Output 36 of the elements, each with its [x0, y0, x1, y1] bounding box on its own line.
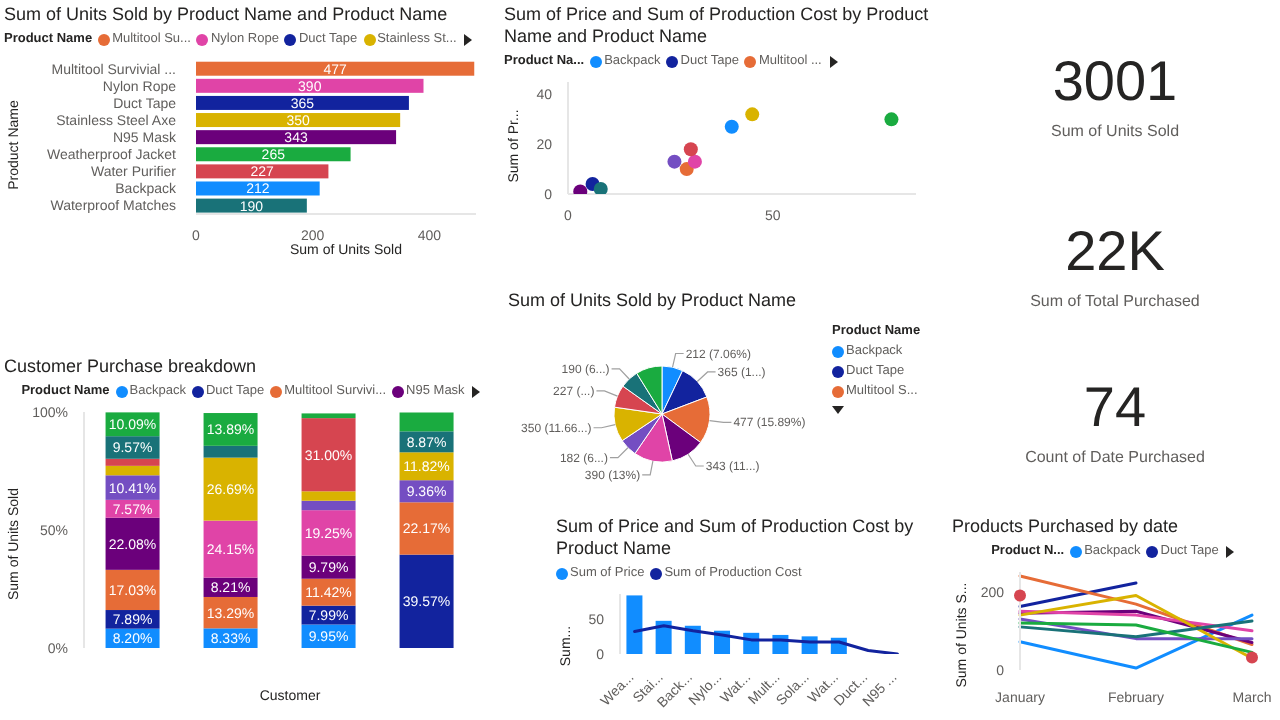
chart-title: Sum of Price and Sum of Production Cost by Product Name [556, 516, 916, 560]
bar [301, 418, 356, 492]
chart-title: Customer Purchase breakdown [4, 356, 259, 378]
bar [626, 595, 643, 654]
line-series [633, 624, 899, 654]
chart-title: Sum of Price and Sum of Production Cost by Product Name and Product Name [504, 4, 931, 48]
bar [655, 620, 672, 654]
bar [399, 502, 454, 555]
chart-title: Sum of Units Sold by Product Name [508, 290, 799, 312]
point [687, 154, 702, 169]
bar [399, 554, 454, 648]
point [884, 112, 899, 127]
point [593, 182, 608, 194]
bar [105, 465, 160, 476]
point [724, 119, 739, 134]
category-label: Count of Date Purchased [1025, 447, 1205, 465]
data-label: 74 [1083, 375, 1147, 439]
bar [301, 510, 356, 556]
bar [399, 412, 454, 432]
bar [301, 413, 356, 419]
data-label: 3001 [1052, 50, 1178, 114]
data-label: 22K [1065, 220, 1165, 284]
category-label: Sum of Units Sold [1050, 122, 1180, 140]
category-label: Sum of Total Purchased [1030, 292, 1200, 310]
point [683, 142, 698, 157]
point [745, 107, 760, 122]
bar [301, 491, 356, 501]
bar [203, 520, 258, 578]
bar [203, 445, 258, 458]
bar [301, 500, 356, 511]
bar [105, 458, 160, 466]
bar [203, 457, 258, 521]
chart-title: Sum of Units Sold by Product Name and Product Name [4, 4, 450, 26]
chart-title: Products Purchased by date [952, 516, 1181, 538]
bar [105, 517, 160, 570]
point [667, 154, 682, 169]
